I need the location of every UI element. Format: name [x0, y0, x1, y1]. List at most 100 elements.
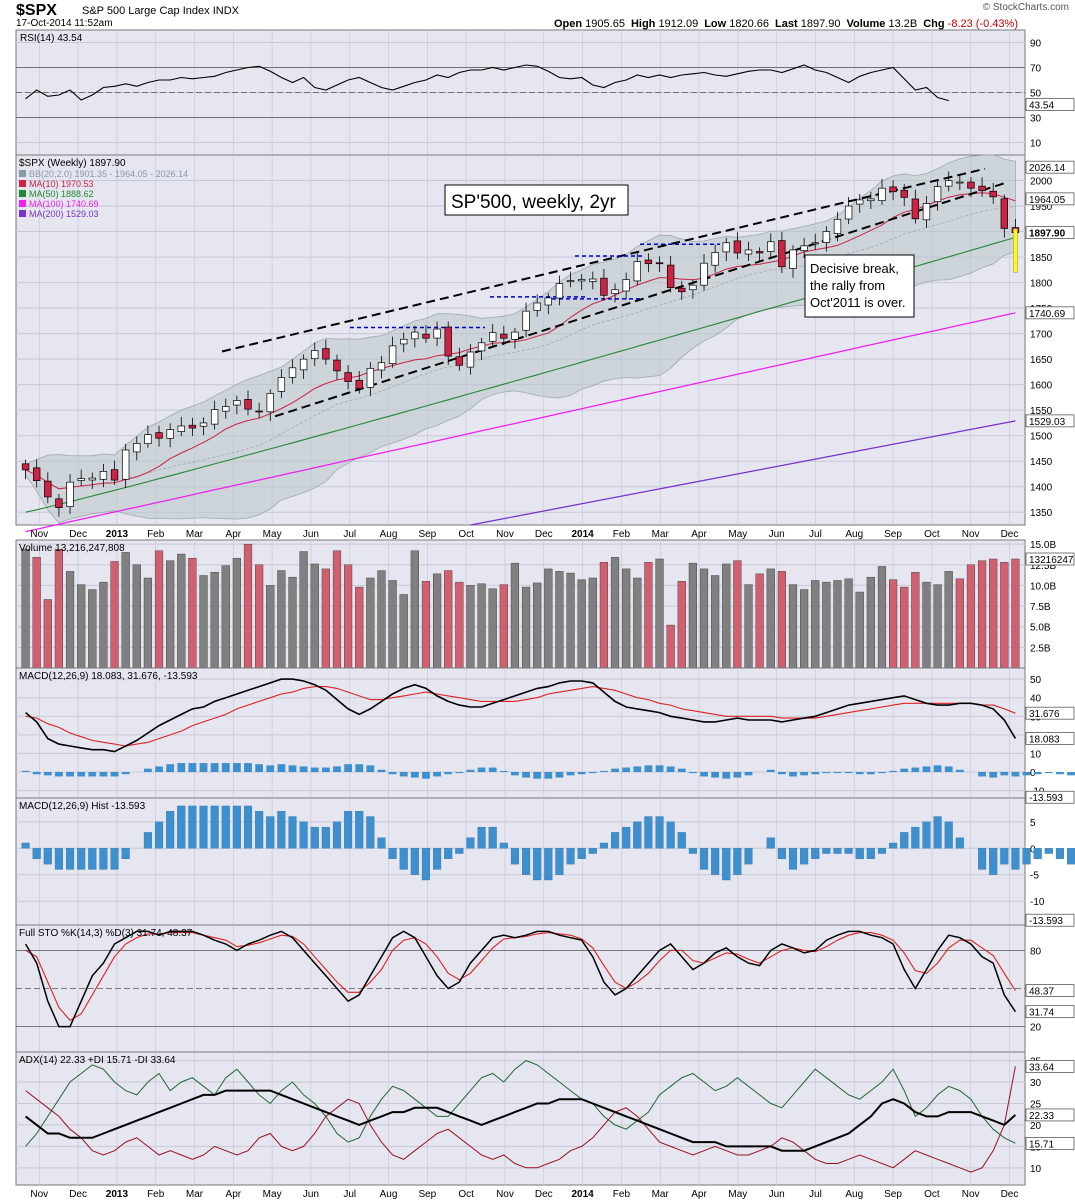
price-tag: 1529.03 — [1029, 417, 1066, 428]
hist-bar — [410, 848, 419, 875]
macd-hist-bar — [255, 764, 264, 772]
macd-panel — [15, 667, 1026, 799]
volume-bar — [855, 591, 864, 669]
sto-tag: 31.74 — [1029, 1008, 1054, 1019]
volume-bar — [255, 564, 264, 669]
macd-hist-bar — [955, 769, 964, 772]
volume-bar — [677, 581, 686, 669]
value-tag — [1025, 306, 1075, 320]
volume-last: 13216247 — [1029, 555, 1074, 566]
x-tick-label: Feb — [613, 529, 631, 540]
macd-hist-bar — [1022, 772, 1031, 776]
x-tick-label-bottom: Dec — [69, 1189, 87, 1200]
volume-bar — [788, 584, 798, 669]
hist-bar — [66, 848, 75, 870]
candle — [199, 422, 208, 427]
candle — [544, 297, 552, 306]
macd-hist-bar — [689, 772, 697, 774]
value-tag — [1025, 226, 1075, 239]
macd-hist-bar — [177, 763, 186, 772]
volume-bar — [977, 560, 987, 669]
candle — [99, 471, 108, 480]
candle — [922, 203, 931, 221]
candle — [666, 264, 675, 289]
volume-bar — [432, 573, 442, 669]
hist-bar — [844, 848, 853, 854]
volume-bar — [121, 552, 130, 669]
volume-bar — [844, 578, 853, 669]
macd-hist-bar — [99, 772, 108, 777]
x-tick-label: Nov — [962, 529, 980, 540]
volume-bar — [900, 586, 909, 669]
candle — [266, 392, 274, 413]
quote-label: Low — [704, 18, 730, 30]
index-full-name: S&P 500 Large Cap Index — [82, 5, 210, 17]
hist-bar — [677, 832, 686, 849]
hist-bar — [444, 848, 453, 860]
hist-bar — [221, 805, 230, 849]
candle — [833, 218, 842, 234]
candle — [500, 333, 508, 339]
hist-legend: MACD(12,26,9) Hist -13.593 — [19, 801, 146, 812]
candle — [32, 467, 41, 481]
candle — [66, 481, 74, 507]
volume-bar — [933, 584, 942, 669]
macd-hist-bar — [455, 772, 464, 774]
candle — [244, 399, 252, 410]
macd-hist-bar — [399, 772, 408, 777]
macd-hist-bar — [288, 765, 297, 772]
quote-label: Last — [775, 18, 801, 30]
macd-hist-bar — [978, 772, 986, 777]
quote-value: 1820.66 — [729, 18, 770, 30]
volume-bar — [1011, 558, 1020, 669]
volume-bar — [599, 562, 609, 669]
value-tag — [1025, 984, 1075, 997]
volume-bar — [566, 572, 575, 669]
exchange: INDX — [212, 5, 239, 17]
x-tick-label-bottom: Jun — [303, 1189, 319, 1200]
hist-bar — [154, 821, 164, 849]
macd-hist-bar — [655, 765, 664, 772]
hist-bar — [911, 826, 920, 849]
macd-hist-bar — [588, 772, 597, 774]
quote-value: -8.23 (-0.43%) — [947, 18, 1018, 30]
hist-bar — [77, 848, 86, 870]
candle — [844, 205, 853, 220]
hist-bar — [688, 848, 697, 854]
macd-hist-bar — [1044, 772, 1053, 774]
volume-bar — [221, 565, 230, 669]
hist-bar — [377, 837, 386, 849]
candle — [933, 186, 942, 202]
candle — [121, 449, 130, 480]
volume-bar — [466, 585, 475, 669]
volume-bar — [610, 557, 620, 669]
quote-label: Volume — [846, 18, 889, 30]
macd-hist-bar — [43, 772, 52, 776]
x-tick-label: Dec — [1001, 529, 1019, 540]
volume-bar — [154, 550, 164, 669]
hist-bar — [1033, 848, 1042, 860]
volume-bar — [733, 560, 742, 669]
hist-bar — [644, 816, 653, 849]
hist-bar — [299, 821, 308, 849]
hist-bar — [88, 848, 97, 870]
x-tick-label-bottom: May — [263, 1189, 282, 1200]
candle — [1000, 198, 1009, 229]
volume-bar — [288, 576, 297, 669]
volume-bar — [800, 589, 809, 669]
rsi-line — [25, 64, 949, 102]
candle — [511, 331, 519, 340]
value-tag — [1025, 414, 1075, 428]
candle — [800, 245, 808, 252]
macd-hist-bar — [1067, 772, 1075, 776]
macd-hist-bar — [844, 772, 853, 774]
candle — [400, 338, 408, 345]
hist-bar — [889, 842, 898, 849]
hist-bar — [321, 826, 330, 849]
plus-di-line — [25, 1060, 1016, 1147]
volume-bar — [922, 581, 931, 669]
hist-bar — [633, 821, 642, 849]
break-annotation-line: Decisive break, — [810, 261, 899, 276]
hist-bar — [466, 837, 475, 849]
hist-bar — [243, 805, 253, 849]
